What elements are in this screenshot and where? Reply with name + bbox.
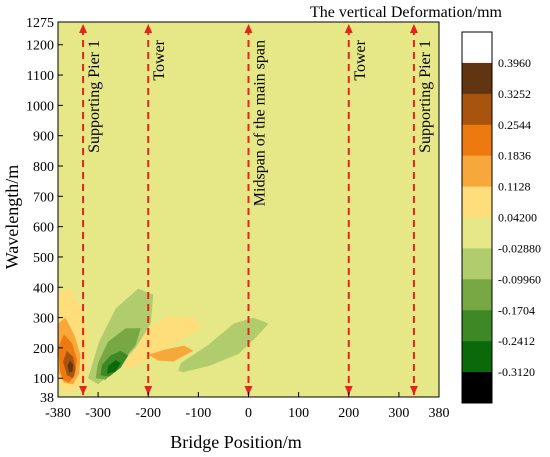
x-tick-label: -100 bbox=[186, 406, 212, 421]
colorbar-label: 0.2544 bbox=[498, 118, 531, 132]
colorbar-label: 0.3252 bbox=[498, 87, 531, 101]
colorbar-swatch bbox=[462, 155, 492, 188]
x-tick-label: -300 bbox=[85, 406, 111, 421]
marker-label: Tower bbox=[352, 39, 369, 80]
contour-region bbox=[67, 360, 73, 373]
marker-label: Supporting Pier 1 bbox=[86, 40, 103, 153]
colorbar-label: 0.3960 bbox=[498, 56, 531, 70]
y-tick-label: 800 bbox=[33, 160, 54, 175]
marker-label: Midspan of the main span bbox=[252, 40, 269, 206]
x-tick-label: 100 bbox=[288, 406, 309, 421]
y-tick-label: 600 bbox=[33, 221, 54, 236]
contour-region bbox=[148, 345, 194, 362]
marker-arrowhead bbox=[244, 24, 253, 33]
colorbar-swatch bbox=[462, 124, 492, 157]
marker-arrowhead bbox=[244, 386, 253, 395]
marker-arrowhead bbox=[144, 24, 153, 33]
colorbar-label: 0.04200 bbox=[498, 211, 537, 225]
x-tick-label: -380 bbox=[45, 406, 71, 421]
y-tick-label: 300 bbox=[33, 312, 54, 327]
y-tick-label: 38 bbox=[40, 391, 54, 406]
x-tick-label: 380 bbox=[429, 406, 450, 421]
x-tick-label: 0 bbox=[245, 406, 252, 421]
contour-regions bbox=[58, 288, 269, 392]
colorbar-label: -0.09960 bbox=[498, 272, 541, 286]
x-axis: -380 -300 -200 -100 0 100 200 300 380 bbox=[45, 392, 450, 421]
marker-arrowhead bbox=[344, 24, 353, 33]
colorbar-swatch bbox=[462, 372, 492, 404]
marker-arrowhead bbox=[79, 386, 88, 395]
marker-arrowhead bbox=[344, 386, 353, 395]
y-tick-label: 1000 bbox=[26, 99, 54, 114]
marker-arrowhead bbox=[79, 24, 88, 33]
colorbar: 0.3960 0.3252 0.2544 0.1836 0.1128 0.04200 -0.… bbox=[461, 31, 541, 404]
colorbar-label: -0.02880 bbox=[498, 241, 541, 255]
colorbar-swatch bbox=[462, 32, 492, 64]
marker-arrowhead bbox=[409, 24, 418, 33]
colorbar-swatch bbox=[462, 217, 492, 249]
colorbar-title: The vertical Deformation/mm bbox=[310, 4, 502, 21]
y-axis-label: Wavelength/m bbox=[2, 165, 22, 270]
x-tick-label: -200 bbox=[135, 406, 161, 421]
x-tick-label: 200 bbox=[338, 406, 359, 421]
colorbar-label: -0.2412 bbox=[498, 334, 535, 348]
colorbar-label: 0.1128 bbox=[498, 180, 531, 194]
x-axis-label: Bridge Position/m bbox=[170, 432, 302, 452]
y-tick-label: 400 bbox=[33, 281, 54, 296]
y-tick-label: 700 bbox=[33, 190, 54, 205]
y-tick-label: 1100 bbox=[27, 69, 54, 84]
marker-label: Tower bbox=[151, 39, 168, 80]
contour-region bbox=[122, 316, 204, 370]
colorbar-swatch bbox=[462, 341, 492, 373]
y-tick-label: 900 bbox=[33, 130, 54, 145]
marker-arrowhead bbox=[409, 386, 418, 395]
x-tick-label: 300 bbox=[388, 406, 409, 421]
colorbar-swatch bbox=[462, 310, 492, 342]
colorbar-swatch bbox=[462, 186, 492, 218]
contour-region bbox=[178, 317, 269, 373]
colorbar-frame bbox=[461, 31, 493, 404]
colorbar-label: 0.1836 bbox=[498, 149, 531, 163]
colorbar-swatch bbox=[462, 62, 492, 95]
marker-label: Supporting Pier 1 bbox=[417, 40, 434, 153]
marker-arrowhead bbox=[144, 386, 153, 395]
plot-area: Supporting Pier 1 Tower Midspan of the mai… bbox=[57, 21, 440, 398]
y-tick-label: 500 bbox=[33, 251, 54, 266]
contour-region bbox=[107, 360, 121, 374]
y-tick-label: 1275 bbox=[26, 16, 54, 31]
y-tick-label: 100 bbox=[33, 372, 54, 387]
colorbar-swatch bbox=[462, 93, 492, 126]
y-tick-label: 1200 bbox=[26, 39, 54, 54]
y-axis: 38 100 200 300 400 500 600 700 800 900 1000 1100 120… bbox=[26, 16, 63, 406]
colorbar-label: -0.1704 bbox=[498, 303, 535, 317]
reference-markers: Supporting Pier 1 Tower Midspan of the mai… bbox=[79, 24, 434, 395]
colorbar-swatch bbox=[462, 279, 492, 311]
colorbar-swatch bbox=[462, 248, 492, 280]
y-tick-label: 200 bbox=[33, 342, 54, 357]
colorbar-label: -0.3120 bbox=[498, 365, 535, 379]
